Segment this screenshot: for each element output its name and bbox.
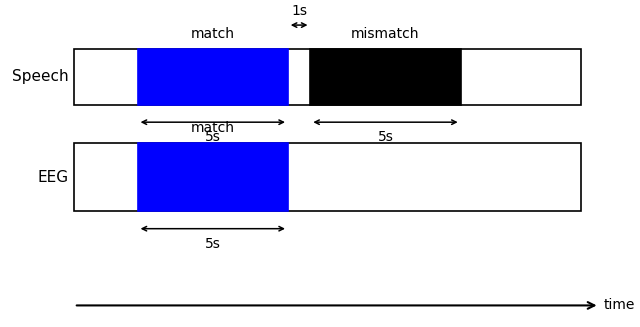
Bar	[138, 49, 288, 105]
Text: Speech: Speech	[12, 69, 68, 84]
Text: time: time	[604, 299, 635, 312]
Text: match: match	[191, 27, 235, 41]
Text: 5s: 5s	[205, 236, 221, 250]
Text: mismatch: mismatch	[351, 27, 420, 41]
Bar	[310, 49, 461, 105]
Text: 5s: 5s	[378, 130, 394, 144]
Text: EEG: EEG	[37, 169, 68, 184]
Text: 1s: 1s	[291, 4, 307, 18]
Text: 5s: 5s	[205, 130, 221, 144]
Bar	[138, 143, 288, 212]
Bar	[74, 49, 580, 105]
Bar	[74, 143, 580, 212]
Text: match: match	[191, 121, 235, 135]
